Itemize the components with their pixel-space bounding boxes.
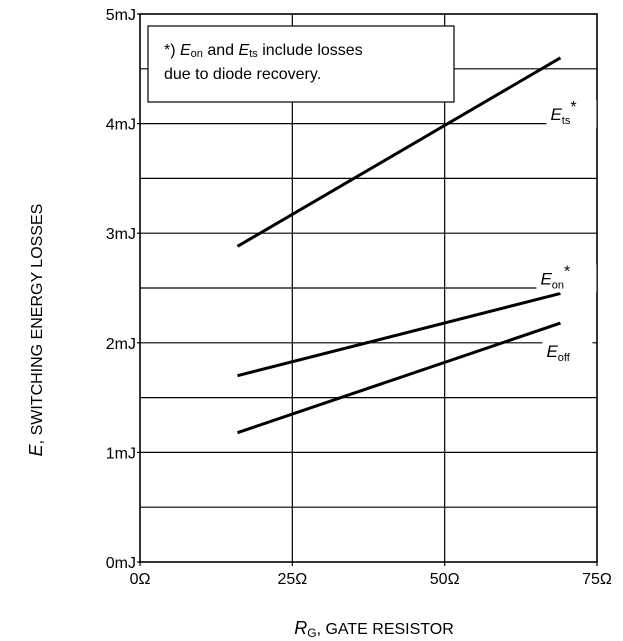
x-tick-label: 25Ω <box>277 571 307 588</box>
chart-note: *) Eon and Ets include losses due to dio… <box>147 25 455 103</box>
x-title-rest: , GATE RESISTOR <box>317 621 454 638</box>
tick-labels: 0mJ 1mJ 2mJ 3mJ 4mJ 5mJ 0Ω 25Ω 50Ω 75Ω <box>106 7 612 588</box>
note-line-2: due to diode recovery. <box>164 66 321 83</box>
note-prefix: *) <box>164 42 180 59</box>
series-label-bg <box>542 337 593 366</box>
y-axis-title: E, SWITCHING ENERGY LOSSES <box>26 204 46 457</box>
x-axis-title: RG, GATE RESISTOR <box>294 618 454 640</box>
series-line-ts <box>236 56 562 248</box>
note-e-on-sub: on <box>191 48 203 60</box>
y-tick-label: 0mJ <box>106 555 136 572</box>
note-and: and <box>203 42 239 59</box>
plot-frame <box>139 13 598 563</box>
x-title-main: R <box>294 618 307 638</box>
note-line-1: *) Eon and Ets include losses <box>164 42 363 60</box>
series-label-on: Eon* <box>540 263 570 291</box>
y-tick-label: 4mJ <box>106 117 136 134</box>
note-box <box>147 25 455 103</box>
series-line-on <box>237 292 561 378</box>
y-tick-label: 2mJ <box>106 336 136 353</box>
note-e-on: E <box>180 42 191 59</box>
series-label-bg <box>536 264 597 293</box>
series-label-off: Eoff <box>546 342 570 364</box>
y-title-rest: , SWITCHING ENERGY LOSSES <box>29 204 46 445</box>
note-e-ts: E <box>239 42 250 59</box>
series-line-off <box>237 321 561 435</box>
note-suffix: include losses <box>258 42 363 59</box>
y-title-main: E <box>26 443 46 456</box>
x-tick-label: 75Ω <box>582 571 612 588</box>
note-e-ts-sub: ts <box>249 48 258 60</box>
x-title-sub: G <box>307 626 316 640</box>
series-label-bg <box>546 99 597 128</box>
x-tick-label: 50Ω <box>430 571 460 588</box>
series-lines <box>236 56 562 435</box>
x-tick-label: 0Ω <box>130 571 151 588</box>
y-tick-label: 3mJ <box>106 226 136 243</box>
series-labels: Ets* Eon* Eoff <box>536 99 597 366</box>
series-label-ts: Ets* <box>550 99 576 127</box>
y-tick-label: 5mJ <box>106 7 136 24</box>
y-tick-label: 1mJ <box>106 445 136 462</box>
